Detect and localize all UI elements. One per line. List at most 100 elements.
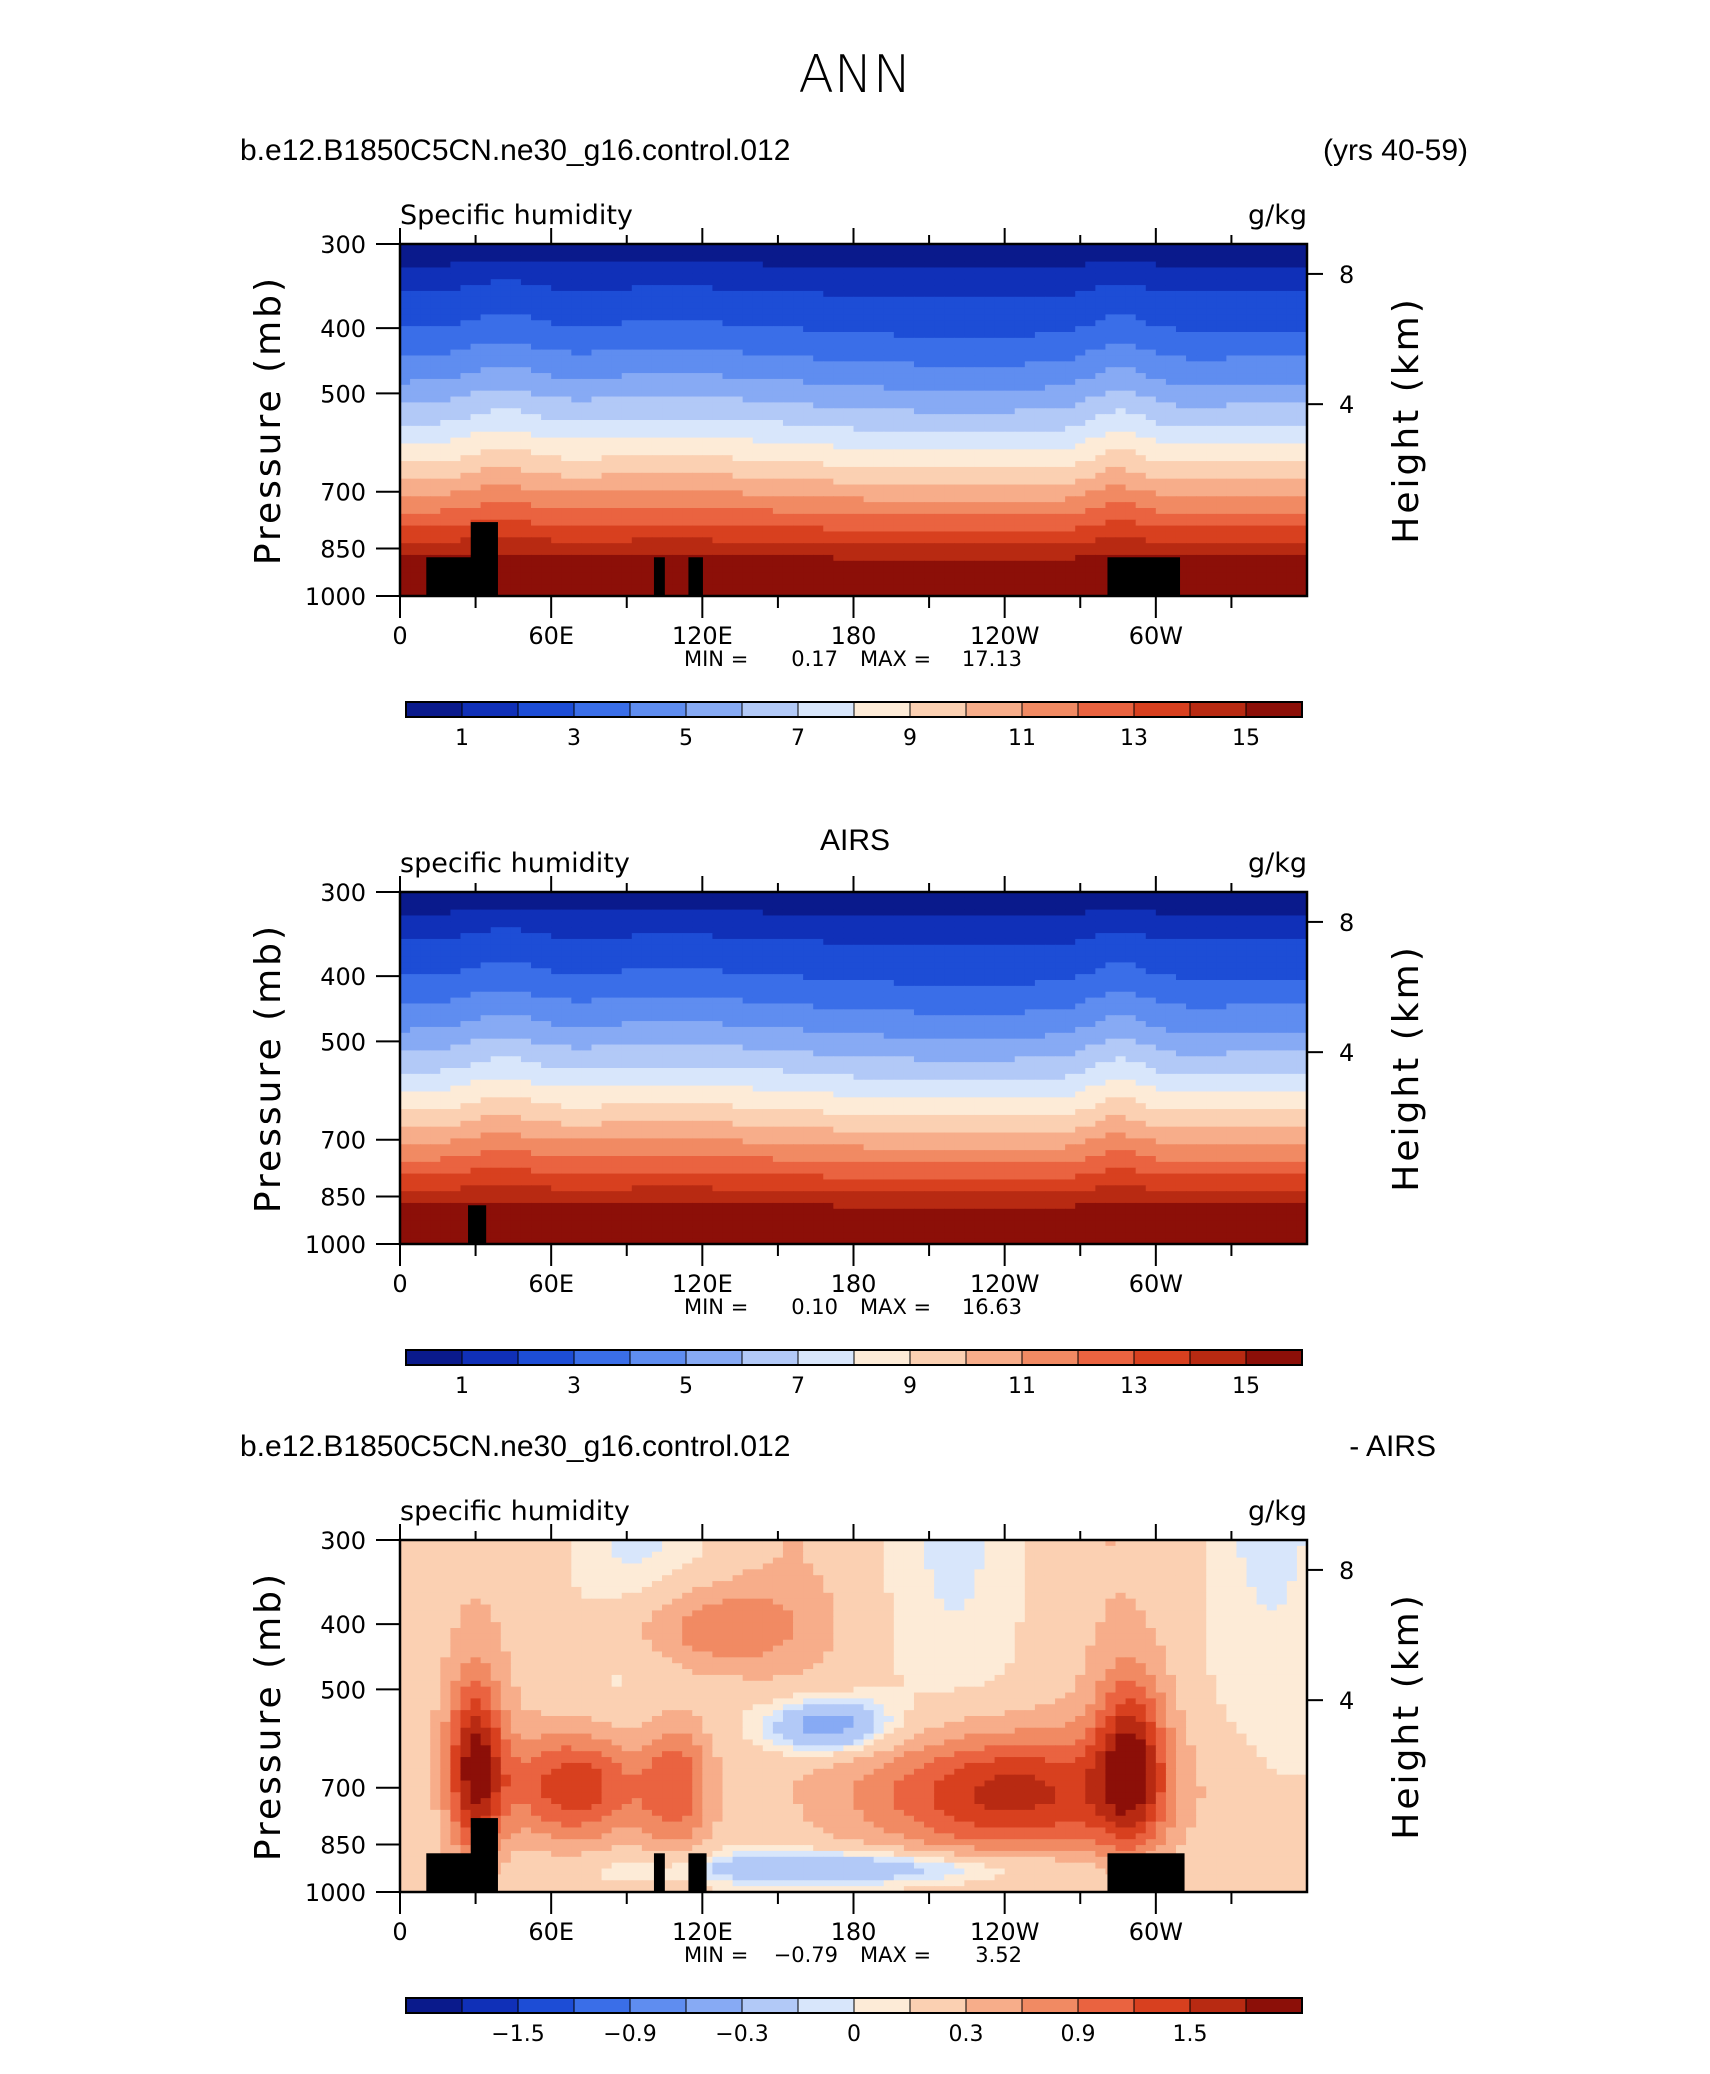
- field-cell: [752, 566, 764, 574]
- field-cell: [813, 560, 824, 568]
- field-cell: [581, 261, 593, 269]
- field-cell: [1034, 373, 1046, 380]
- field-cell: [1256, 296, 1268, 304]
- field-cell: [1196, 508, 1207, 515]
- field-cell: [450, 490, 462, 497]
- field-cell: [631, 367, 643, 374]
- field-cell: [984, 296, 996, 304]
- field-cell: [732, 332, 744, 339]
- field-cell: [1095, 443, 1107, 450]
- field-cell: [913, 490, 925, 497]
- field-cell: [934, 519, 945, 527]
- field-cell: [1095, 554, 1107, 562]
- field-cell: [1034, 531, 1046, 538]
- field-cell: [1125, 455, 1137, 462]
- field-cell: [1286, 320, 1298, 327]
- field-cell: [631, 349, 643, 357]
- field-cell: [692, 343, 703, 351]
- field-cell: [1296, 402, 1307, 409]
- field-cell: [924, 531, 935, 538]
- field-cell: [1044, 367, 1056, 374]
- field-cell: [621, 508, 633, 515]
- field-cell: [863, 554, 875, 562]
- field-cell: [1014, 296, 1026, 304]
- field-cell: [883, 361, 895, 368]
- field-cell: [1004, 255, 1016, 263]
- field-cell: [1286, 285, 1298, 292]
- field-cell: [1105, 255, 1117, 263]
- field-cell: [1014, 261, 1026, 269]
- field-cell: [1186, 373, 1197, 380]
- field-cell: [1196, 373, 1207, 380]
- field-cell: [400, 285, 411, 292]
- field-cell: [541, 560, 552, 568]
- field-cell: [692, 326, 703, 333]
- field-cell: [1216, 508, 1227, 515]
- field-cell: [813, 496, 824, 503]
- field-cell: [984, 326, 996, 333]
- field-cell: [702, 314, 714, 321]
- field-cell: [1196, 314, 1207, 321]
- field-cell: [410, 355, 421, 362]
- field-cell: [1055, 455, 1066, 462]
- field-cell: [944, 302, 955, 310]
- field-cell: [813, 343, 824, 351]
- field-cell: [1065, 308, 1076, 315]
- field-cell: [984, 255, 996, 263]
- field-cell: [1085, 508, 1096, 515]
- field-cell: [1004, 420, 1016, 427]
- field-cell: [420, 261, 431, 269]
- field-cell: [1216, 279, 1227, 286]
- field-cell: [520, 408, 532, 415]
- field-cell: [541, 525, 552, 533]
- field-cell: [1175, 302, 1187, 310]
- field-cell: [732, 566, 744, 574]
- field-cell: [591, 402, 603, 409]
- field-cell: [1175, 290, 1187, 298]
- field-cell: [1266, 384, 1278, 392]
- field-cell: [551, 431, 562, 439]
- field-cell: [561, 337, 572, 345]
- field-cell: [732, 425, 744, 433]
- field-cell: [1014, 314, 1026, 321]
- field-cell: [853, 355, 865, 362]
- field-cell: [1105, 273, 1117, 280]
- field-cell: [1206, 302, 1217, 310]
- field-cell: [1095, 478, 1107, 486]
- field-cell: [1216, 490, 1227, 497]
- field-cell: [480, 249, 492, 257]
- field-cell: [682, 531, 693, 538]
- field-cell: [1256, 525, 1268, 533]
- field-cell: [712, 508, 724, 515]
- field-cell: [883, 337, 895, 345]
- field-cell: [964, 267, 976, 274]
- field-cell: [531, 332, 542, 339]
- field-cell: [611, 443, 623, 450]
- field-cell: [631, 267, 643, 274]
- field-cell: [762, 279, 774, 286]
- field-cell: [430, 496, 441, 503]
- field-cell: [1095, 361, 1107, 368]
- field-cell: [1055, 314, 1066, 321]
- field-cell: [1296, 537, 1307, 544]
- field-cell: [410, 420, 421, 427]
- field-cell: [732, 320, 744, 327]
- field-cell: [631, 484, 643, 491]
- field-cell: [913, 508, 925, 515]
- field-cell: [1175, 367, 1187, 374]
- field-cell: [672, 502, 683, 509]
- field-cell: [1135, 296, 1147, 304]
- field-cell: [1024, 513, 1036, 521]
- field-cell: [450, 244, 462, 251]
- field-cell: [500, 566, 512, 574]
- field-cell: [470, 443, 482, 450]
- field-cell: [924, 308, 935, 315]
- field-cell: [1095, 326, 1107, 333]
- field-cell: [1246, 437, 1258, 445]
- field-cell: [1196, 478, 1207, 486]
- field-cell: [420, 302, 431, 310]
- field-cell: [913, 384, 925, 392]
- field-cell: [964, 437, 976, 445]
- field-cell: [954, 549, 965, 556]
- field-cell: [682, 249, 693, 257]
